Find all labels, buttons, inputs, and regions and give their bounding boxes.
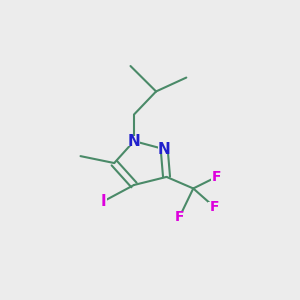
Bar [158, 145, 171, 154]
Bar [94, 195, 106, 207]
Bar [211, 172, 222, 182]
Bar [173, 212, 185, 222]
Text: N: N [128, 134, 140, 148]
Text: N: N [158, 142, 171, 157]
Text: F: F [209, 200, 219, 214]
Text: F: F [212, 170, 221, 184]
Bar [208, 202, 220, 212]
Bar [128, 136, 140, 146]
Text: I: I [101, 194, 106, 209]
Text: F: F [175, 210, 184, 224]
